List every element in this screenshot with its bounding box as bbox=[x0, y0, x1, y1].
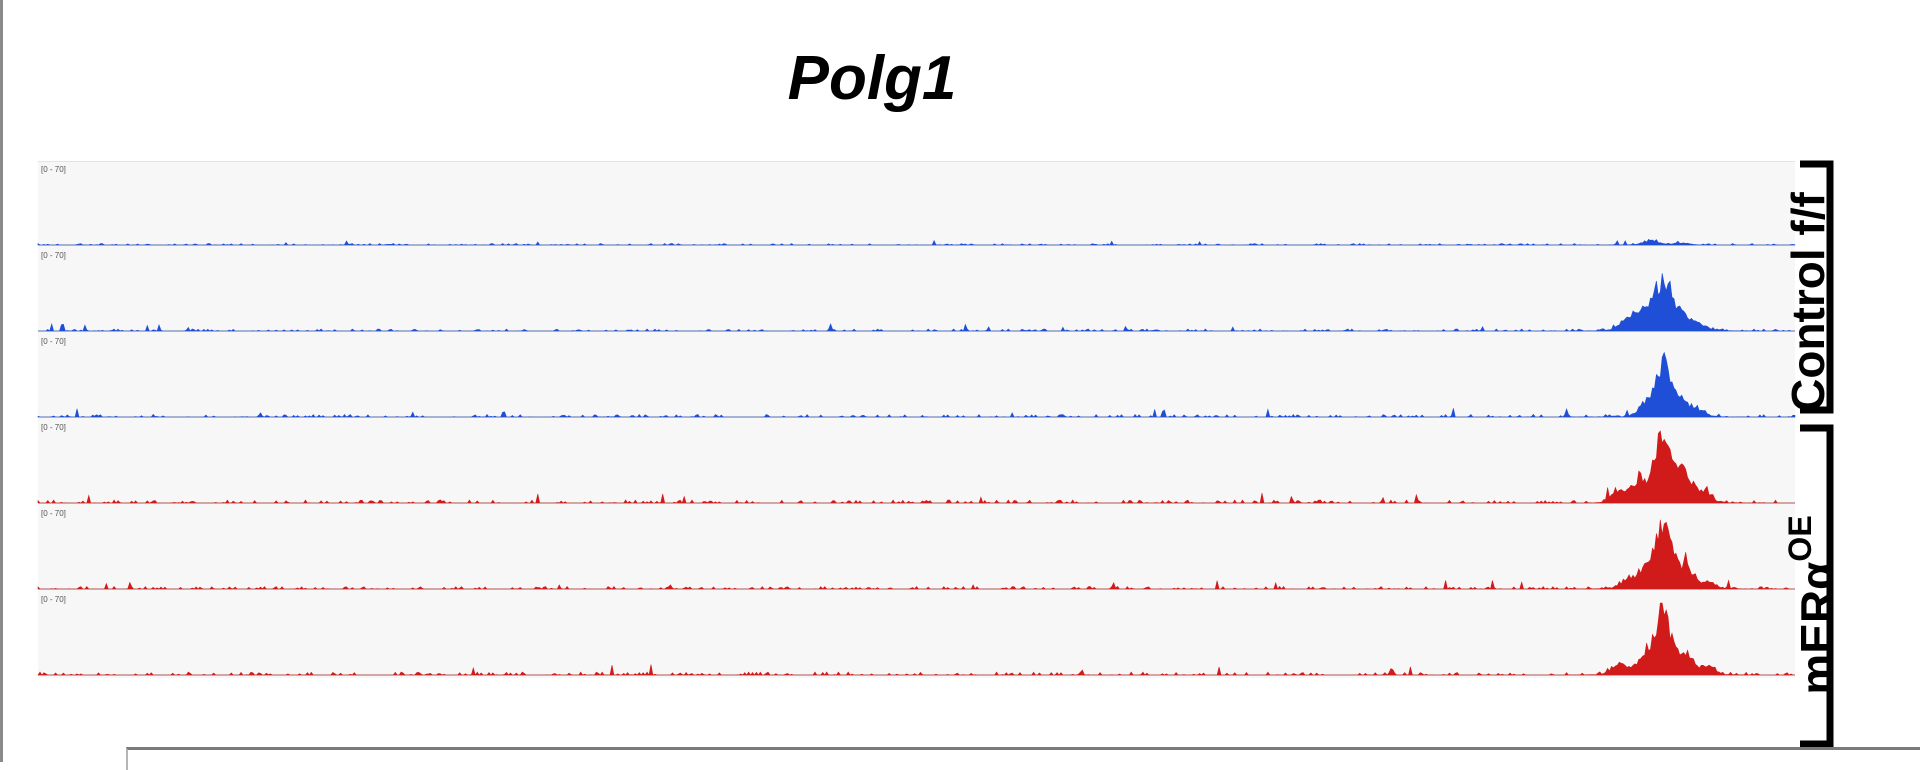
track-signal-4 bbox=[37, 430, 1795, 504]
track-range-label: [0 - 70] bbox=[41, 509, 66, 518]
track-range-label: [0 - 70] bbox=[41, 595, 66, 604]
track-range-label: [0 - 70] bbox=[41, 337, 66, 346]
group-label-control: Control f/f bbox=[1782, 192, 1834, 412]
track-signal-2 bbox=[38, 273, 1795, 332]
track-range-label: [0 - 70] bbox=[41, 423, 66, 432]
left-border bbox=[0, 0, 3, 762]
track-signal-1 bbox=[37, 239, 1796, 246]
bracket-mera bbox=[1800, 424, 1834, 748]
track-background bbox=[38, 592, 1795, 678]
bracket-control bbox=[1800, 160, 1834, 414]
track-range-label: [0 - 70] bbox=[41, 251, 66, 260]
track-background bbox=[38, 506, 1795, 592]
group-label-mera: mERαOE bbox=[1782, 515, 1843, 695]
track-signal-5 bbox=[37, 519, 1795, 590]
gene-title: Polg1 bbox=[787, 44, 957, 113]
track-signal-6 bbox=[37, 602, 1795, 676]
track-range-label: [0 - 70] bbox=[41, 165, 66, 174]
track-background bbox=[38, 334, 1795, 420]
group-label-mera-superscript: OE bbox=[1782, 515, 1818, 562]
track-background bbox=[38, 420, 1795, 506]
lower-panel-frame bbox=[126, 747, 1920, 770]
track-signal-3 bbox=[37, 351, 1796, 418]
track-background bbox=[38, 248, 1795, 334]
group-label-mera-text: mERα bbox=[1791, 561, 1843, 695]
track-background bbox=[38, 162, 1795, 248]
